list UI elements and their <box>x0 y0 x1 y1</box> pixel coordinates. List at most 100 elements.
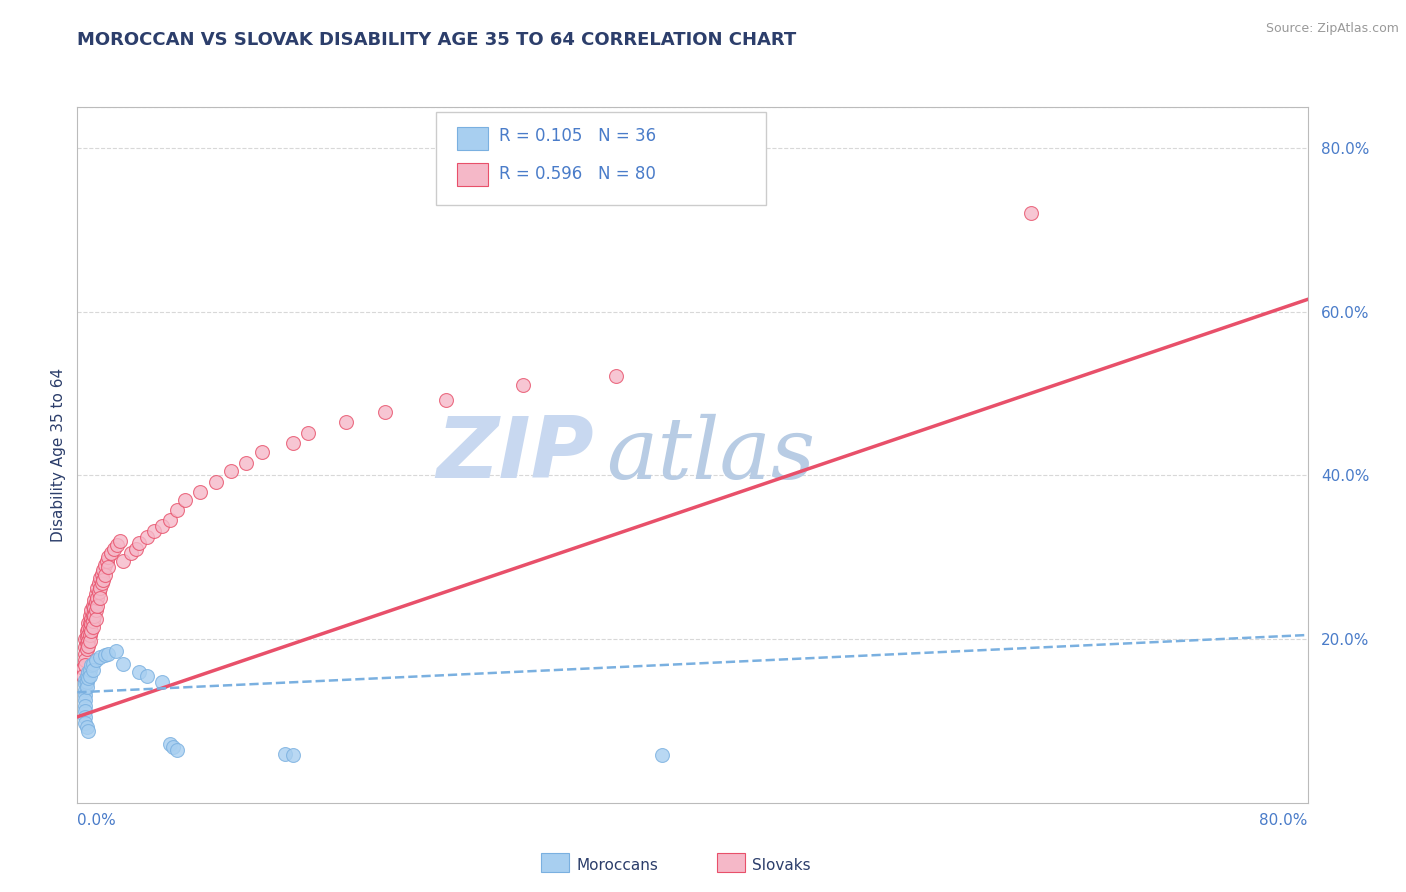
Point <box>281 435 304 450</box>
Point <box>82 614 104 628</box>
Point <box>235 456 257 470</box>
Point <box>1019 206 1042 220</box>
Point <box>73 647 96 661</box>
Text: R = 0.596   N = 80: R = 0.596 N = 80 <box>499 165 657 183</box>
Point <box>80 612 103 626</box>
Point <box>73 715 96 730</box>
Text: 80.0%: 80.0% <box>1260 814 1308 828</box>
Point <box>73 699 96 714</box>
Point <box>250 445 273 459</box>
Point <box>174 492 197 507</box>
Point <box>112 554 135 568</box>
Point <box>82 663 104 677</box>
Point <box>77 672 100 686</box>
Point <box>150 519 173 533</box>
Point <box>77 615 100 630</box>
Point <box>87 576 110 591</box>
Point <box>73 677 96 691</box>
Point <box>83 601 105 615</box>
Point <box>150 674 173 689</box>
Point <box>77 665 100 679</box>
Point <box>73 640 96 655</box>
Text: Moroccans: Moroccans <box>576 858 658 872</box>
Point <box>76 674 98 689</box>
Point <box>128 535 150 549</box>
Point <box>86 591 108 606</box>
Point <box>76 641 98 656</box>
Point <box>79 669 101 683</box>
Point <box>84 603 107 617</box>
Point <box>135 669 157 683</box>
Point <box>77 628 100 642</box>
Point <box>97 560 120 574</box>
Point <box>73 652 96 666</box>
Point <box>73 693 96 707</box>
Text: 0.0%: 0.0% <box>77 814 117 828</box>
Point <box>162 740 184 755</box>
Point <box>93 573 115 587</box>
Point <box>79 633 101 648</box>
Point <box>82 599 104 614</box>
Point <box>100 546 122 560</box>
Point <box>94 568 117 582</box>
Point <box>84 587 107 601</box>
Point <box>112 657 135 671</box>
Point <box>219 464 242 478</box>
Point <box>436 393 458 408</box>
Point <box>73 682 96 697</box>
Point <box>83 609 105 624</box>
Point <box>104 644 127 658</box>
Text: R = 0.105   N = 36: R = 0.105 N = 36 <box>499 128 657 145</box>
Point <box>77 633 100 648</box>
Point <box>73 658 96 673</box>
Point <box>605 368 627 383</box>
Point <box>97 550 120 565</box>
Point <box>512 378 534 392</box>
Point <box>84 612 107 626</box>
Point <box>96 554 118 568</box>
Point <box>76 669 98 683</box>
Text: atlas: atlas <box>606 414 815 496</box>
Point <box>120 546 142 560</box>
Point <box>82 607 104 622</box>
Point <box>83 592 105 607</box>
Point <box>90 566 114 581</box>
Point <box>84 595 107 609</box>
Point <box>90 576 114 591</box>
Point <box>143 524 166 538</box>
Text: Source: ZipAtlas.com: Source: ZipAtlas.com <box>1265 22 1399 36</box>
Point <box>72 669 94 683</box>
Point <box>73 632 96 646</box>
Point <box>335 415 357 429</box>
Point <box>87 584 110 599</box>
Point <box>82 620 104 634</box>
Point <box>73 688 96 702</box>
Point <box>188 484 212 499</box>
Point <box>651 748 673 763</box>
Point <box>77 639 100 653</box>
Text: MOROCCAN VS SLOVAK DISABILITY AGE 35 TO 64 CORRELATION CHART: MOROCCAN VS SLOVAK DISABILITY AGE 35 TO … <box>77 31 797 49</box>
Point <box>79 609 101 624</box>
Point <box>76 680 98 694</box>
Point <box>86 582 108 596</box>
Point <box>82 657 104 671</box>
Point <box>73 673 96 687</box>
Point <box>79 615 101 630</box>
Point <box>274 747 297 761</box>
Point <box>94 648 117 663</box>
Point <box>76 721 98 735</box>
Point <box>77 723 100 738</box>
Point <box>89 571 111 585</box>
Point <box>204 475 226 489</box>
Point <box>97 647 120 661</box>
Point <box>103 542 125 557</box>
Point <box>76 636 98 650</box>
Point <box>89 650 111 665</box>
Point <box>73 710 96 724</box>
Point <box>79 622 101 636</box>
Point <box>166 742 188 756</box>
Point <box>89 582 111 596</box>
Point <box>89 591 111 606</box>
Point <box>80 624 103 638</box>
Point <box>76 631 98 645</box>
